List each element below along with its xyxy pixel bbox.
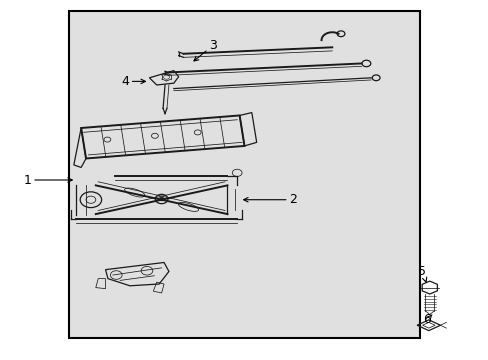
Text: 5: 5 <box>418 265 426 282</box>
Bar <box>69 12 419 338</box>
Text: 2: 2 <box>243 193 297 206</box>
Text: 4: 4 <box>121 75 145 88</box>
Text: 3: 3 <box>194 39 216 61</box>
Text: 1: 1 <box>23 174 72 186</box>
Circle shape <box>159 197 163 201</box>
Text: 6: 6 <box>423 313 431 327</box>
